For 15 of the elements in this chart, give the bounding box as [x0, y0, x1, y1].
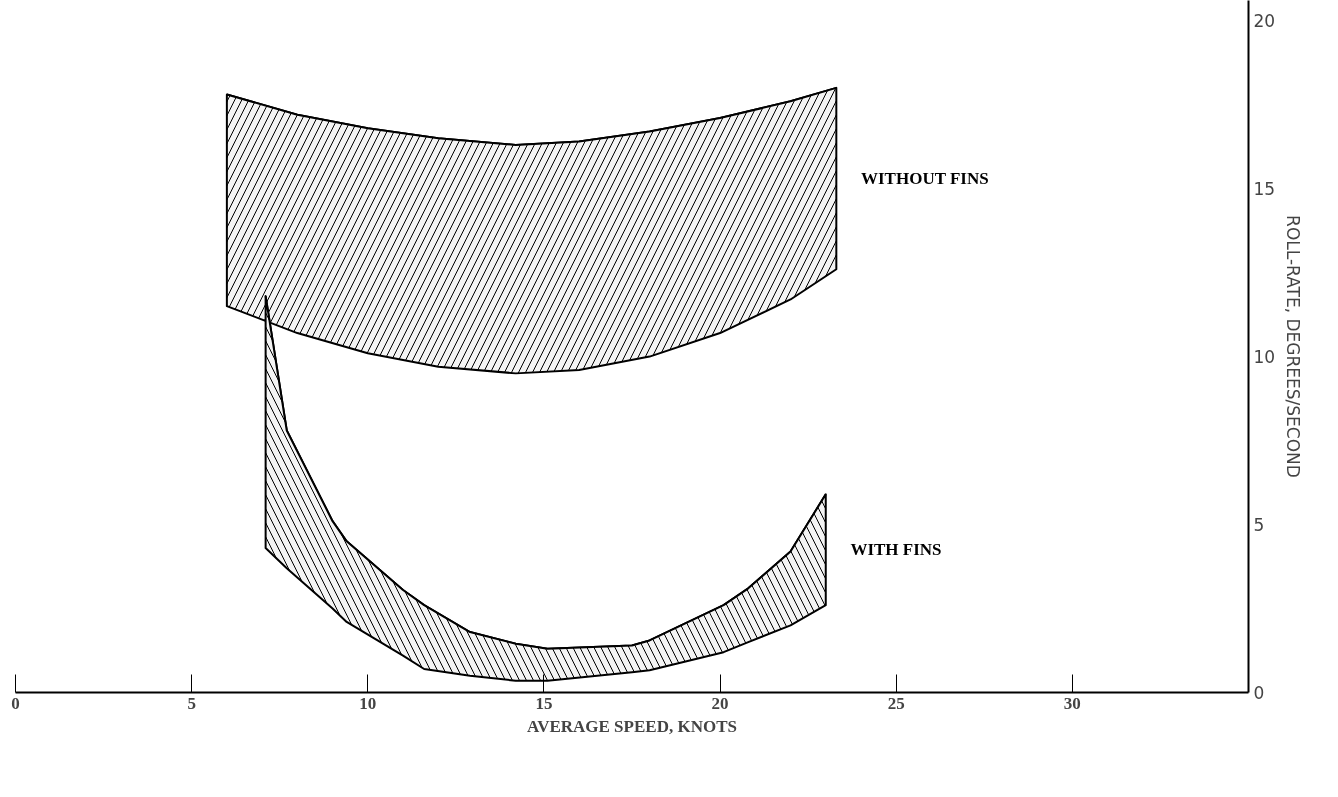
x-tick-label: 10 — [359, 693, 377, 713]
y-tick-label: 20 — [1253, 11, 1276, 32]
x-tick-label: 15 — [535, 693, 553, 713]
x-tick-label: 5 — [187, 693, 196, 713]
x-tick-label: 20 — [711, 693, 729, 713]
x-axis-title: AVERAGE SPEED, KNOTS — [527, 716, 737, 736]
y-tick-label: 10 — [1253, 347, 1276, 368]
text: WITHOUT FINS — [860, 169, 989, 189]
x-tick-label: 30 — [1063, 693, 1081, 713]
y-tick-label: 15 — [1253, 179, 1276, 200]
text: WITH FINS — [850, 540, 942, 560]
x-tick-label: 25 — [887, 693, 905, 713]
x-tick-label: 0 — [11, 693, 20, 713]
y-tick-label: 5 — [1253, 515, 1265, 536]
y-axis-title: ROLL-RATE, DEGREES/SECOND — [1283, 215, 1304, 478]
